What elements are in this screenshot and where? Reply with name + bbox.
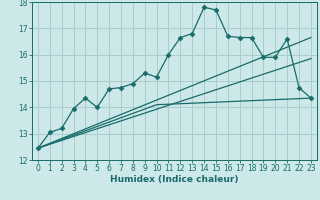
X-axis label: Humidex (Indice chaleur): Humidex (Indice chaleur) xyxy=(110,175,239,184)
